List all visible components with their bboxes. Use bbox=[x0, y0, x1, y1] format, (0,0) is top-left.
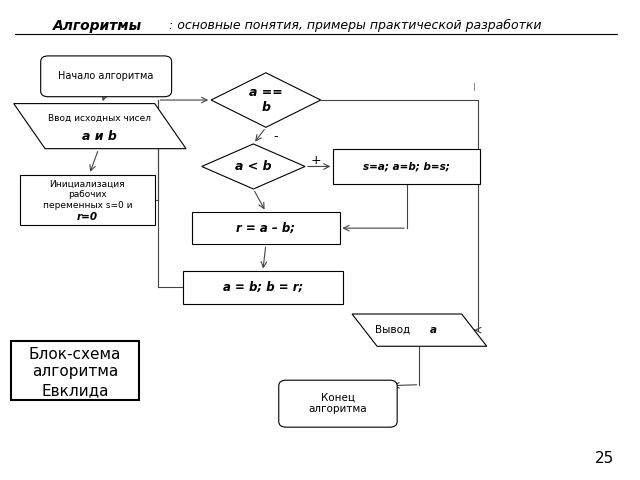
Text: Инициализация: Инициализация bbox=[49, 180, 125, 189]
Bar bbox=[333, 149, 481, 183]
Text: r=0: r=0 bbox=[77, 212, 98, 222]
Text: Алгоритмы: Алгоритмы bbox=[53, 19, 142, 34]
Text: Вывод: Вывод bbox=[375, 325, 413, 335]
Bar bbox=[20, 175, 155, 225]
Text: a ==
b: a == b bbox=[249, 86, 283, 114]
Text: алгоритма: алгоритма bbox=[32, 364, 118, 379]
Text: +: + bbox=[311, 154, 322, 167]
Text: 25: 25 bbox=[595, 451, 614, 466]
Text: переменных s=0 и: переменных s=0 и bbox=[43, 201, 132, 210]
FancyBboxPatch shape bbox=[41, 56, 172, 96]
Bar bbox=[183, 271, 342, 303]
FancyBboxPatch shape bbox=[279, 380, 397, 427]
Polygon shape bbox=[202, 144, 305, 189]
Text: Конец
алгоритма: Конец алгоритма bbox=[308, 393, 367, 415]
Bar bbox=[192, 212, 340, 244]
Polygon shape bbox=[211, 73, 321, 127]
Text: Евклида: Евклида bbox=[41, 384, 109, 398]
Text: s=a; a=b; b=s;: s=a; a=b; b=s; bbox=[364, 161, 451, 171]
Text: рабочих: рабочих bbox=[68, 190, 107, 199]
Text: a < b: a < b bbox=[235, 160, 272, 173]
Bar bbox=[11, 341, 139, 400]
Text: Ввод исходных чисел: Ввод исходных чисел bbox=[49, 114, 152, 122]
Text: a = b; b = r;: a = b; b = r; bbox=[223, 281, 303, 294]
Polygon shape bbox=[352, 314, 487, 346]
Text: а: а bbox=[429, 325, 436, 335]
Text: Блок-схема: Блок-схема bbox=[29, 348, 121, 362]
Text: Начало алгоритма: Начало алгоритма bbox=[58, 72, 154, 81]
Text: I: I bbox=[473, 83, 476, 93]
Text: -: - bbox=[273, 130, 278, 144]
Text: : основные понятия, примеры практической разработки: : основные понятия, примеры практической… bbox=[169, 19, 541, 33]
Text: а и b: а и b bbox=[83, 130, 117, 143]
Text: r = a – b;: r = a – b; bbox=[236, 222, 296, 235]
Polygon shape bbox=[13, 104, 186, 149]
